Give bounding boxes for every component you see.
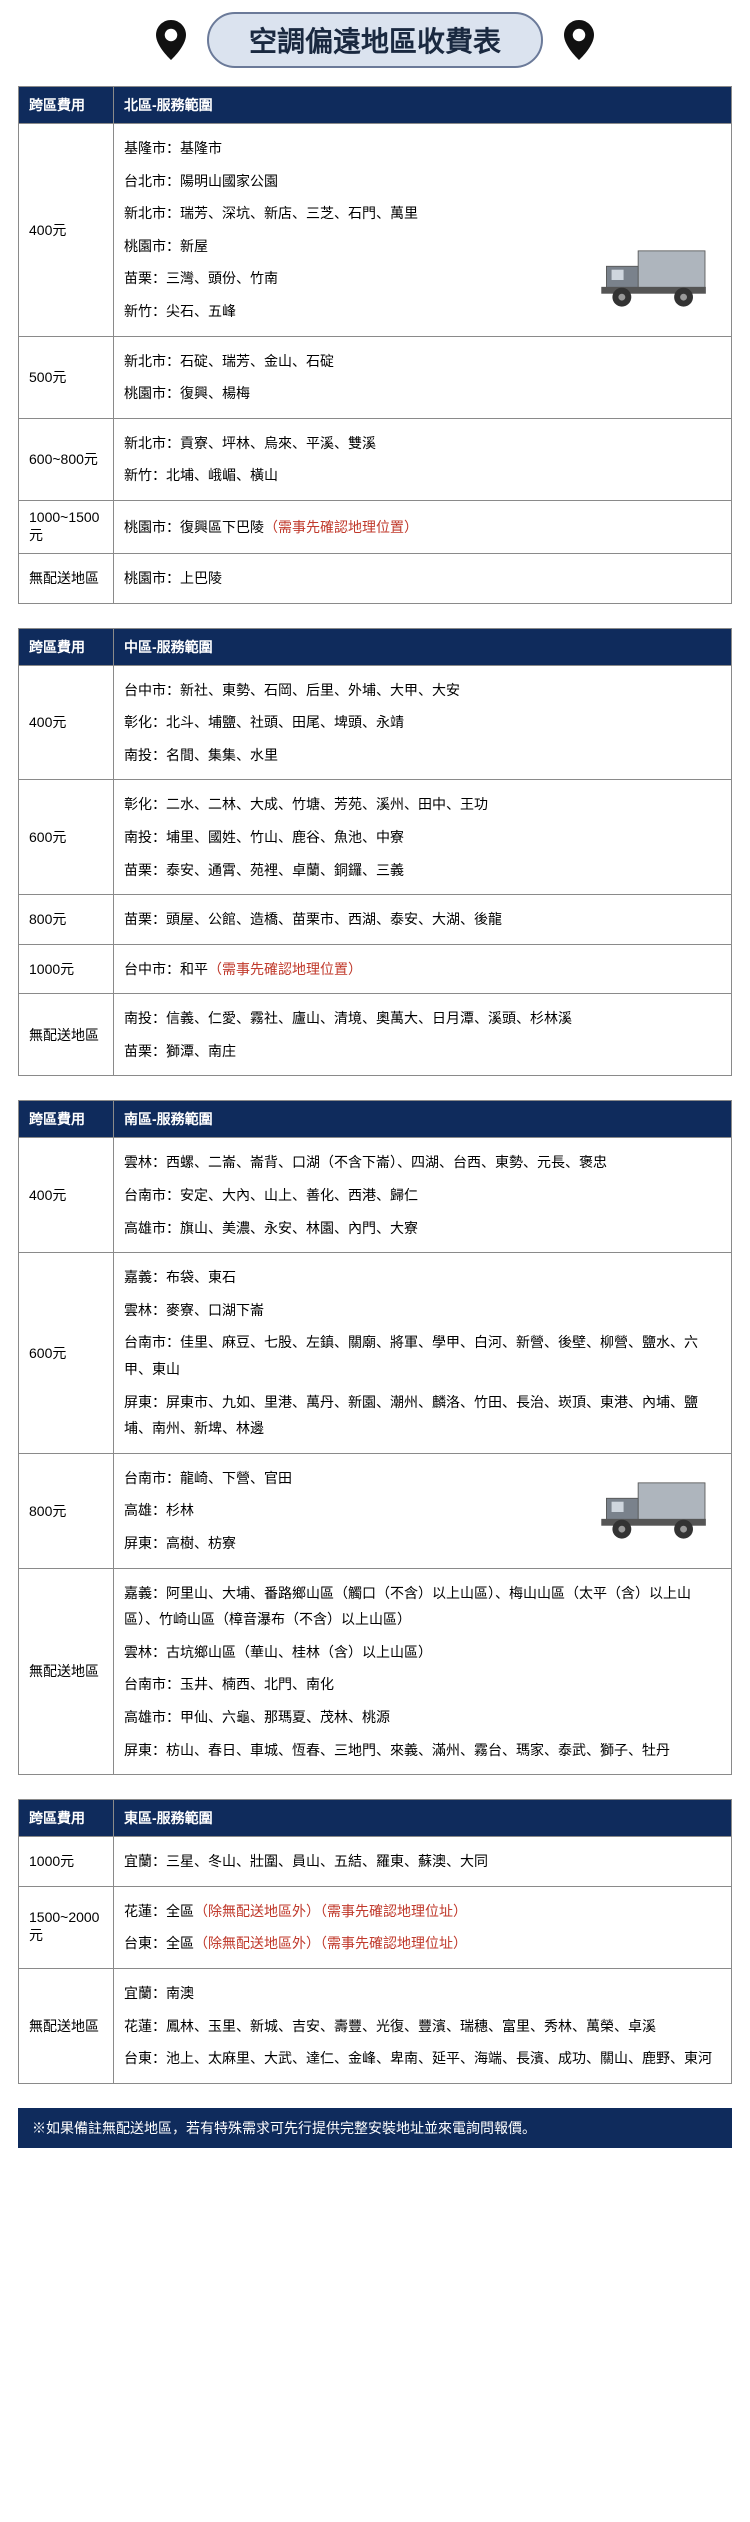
area-cell: 嘉義：阿里山、大埔、番路鄉山區（觸口（不含）以上山區）、梅山山區（太平（含）以上… — [114, 1568, 732, 1775]
area-cell: 雲林：西螺、二崙、崙背、口湖（不含下崙）、四湖、台西、東勢、元長、褒忠台南市：安… — [114, 1138, 732, 1253]
area-cell: 基隆市：基隆市台北市：陽明山國家公園新北市：瑞芳、深坑、新店、三芝、石門、萬里桃… — [114, 124, 732, 337]
area-line: 台南市：安定、大內、山上、善化、西港、歸仁 — [124, 1179, 721, 1212]
fee-cell: 無配送地區 — [19, 1568, 114, 1775]
fee-cell: 1000~1500元 — [19, 500, 114, 553]
region-table: 跨區費用東區-服務範圍1000元宜蘭：三星、冬山、壯圍、員山、五結、羅東、蘇澳、… — [18, 1799, 732, 2084]
fee-cell: 600~800元 — [19, 418, 114, 500]
area-cell: 桃園市：復興區下巴陵（需事先確認地理位置） — [114, 500, 732, 553]
area-line: 屏東：枋山、春日、車城、恆春、三地門、來義、滿州、霧台、瑪家、泰武、獅子、牡丹 — [124, 1734, 721, 1767]
area-line: 台中市：新社、東勢、石岡、后里、外埔、大甲、大安 — [124, 674, 721, 707]
area-header: 中區-服務範圍 — [114, 628, 732, 665]
fee-header: 跨區費用 — [19, 628, 114, 665]
area-line: 南投：信義、仁愛、霧社、廬山、清境、奧萬大、日月潭、溪頭、杉林溪 — [124, 1002, 721, 1035]
page-header: 空調偏遠地區收費表 — [0, 0, 750, 86]
area-cell: 嘉義：布袋、東石雲林：麥寮、口湖下崙台南市：佳里、麻豆、七股、左鎮、關廟、將軍、… — [114, 1253, 732, 1454]
area-line: 新北市：瑞芳、深坑、新店、三芝、石門、萬里 — [124, 197, 721, 230]
area-line: 屏東：屏東市、九如、里港、萬丹、新園、潮州、麟洛、竹田、長治、崁頂、東港、內埔、… — [124, 1386, 721, 1445]
truck-icon — [591, 244, 711, 321]
page-title: 空調偏遠地區收費表 — [207, 12, 543, 68]
area-line: 新竹：北埔、峨嵋、橫山 — [124, 459, 721, 492]
area-line: 雲林：麥寮、口湖下崙 — [124, 1294, 721, 1327]
area-cell: 台中市：新社、東勢、石岡、后里、外埔、大甲、大安彰化：北斗、埔鹽、社頭、田尾、埤… — [114, 665, 732, 780]
area-line: 嘉義：布袋、東石 — [124, 1261, 721, 1294]
area-line: 苗栗：泰安、通霄、苑裡、卓蘭、銅鑼、三義 — [124, 854, 721, 887]
area-line: 基隆市：基隆市 — [124, 132, 721, 165]
fee-header: 跨區費用 — [19, 1800, 114, 1837]
area-line: 桃園市：復興、楊梅 — [124, 377, 721, 410]
area-line: 宜蘭：三星、冬山、壯圍、員山、五結、羅東、蘇澳、大同 — [124, 1845, 721, 1878]
fee-cell: 400元 — [19, 665, 114, 780]
area-line: 雲林：西螺、二崙、崙背、口湖（不含下崙）、四湖、台西、東勢、元長、褒忠 — [124, 1146, 721, 1179]
fee-cell: 800元 — [19, 895, 114, 945]
area-line: 嘉義：阿里山、大埔、番路鄉山區（觸口（不含）以上山區）、梅山山區（太平（含）以上… — [124, 1577, 721, 1636]
note-text: （除無配送地區外）（需事先確認地理位址） — [194, 1935, 467, 1951]
area-header: 東區-服務範圍 — [114, 1800, 732, 1837]
area-line: 台北市：陽明山國家公園 — [124, 165, 721, 198]
area-line: 彰化：二水、二林、大成、竹塘、芳苑、溪州、田中、王功 — [124, 788, 721, 821]
area-cell: 苗栗：頭屋、公館、造橋、苗栗市、西湖、泰安、大湖、後龍 — [114, 895, 732, 945]
region-table: 跨區費用北區-服務範圍400元基隆市：基隆市台北市：陽明山國家公園新北市：瑞芳、… — [18, 86, 732, 604]
fee-cell: 無配送地區 — [19, 1968, 114, 2083]
region-table: 跨區費用中區-服務範圍400元台中市：新社、東勢、石岡、后里、外埔、大甲、大安彰… — [18, 628, 732, 1077]
area-line: 花蓮：鳳林、玉里、新城、吉安、壽豐、光復、豐濱、瑞穗、富里、秀林、萬榮、卓溪 — [124, 2010, 721, 2043]
location-pin-icon — [155, 20, 187, 60]
area-line: 南投：埔里、國姓、竹山、鹿谷、魚池、中寮 — [124, 821, 721, 854]
area-line: 台東：池上、太麻里、大武、達仁、金峰、卑南、延平、海端、長濱、成功、關山、鹿野、… — [124, 2042, 721, 2075]
truck-icon — [591, 1476, 711, 1553]
fee-cell: 600元 — [19, 1253, 114, 1454]
area-header: 北區-服務範圍 — [114, 87, 732, 124]
area-line: 高雄市：旗山、美濃、永安、林園、內門、大寮 — [124, 1212, 721, 1245]
fee-cell: 無配送地區 — [19, 994, 114, 1076]
note-text: （除無配送地區外）（需事先確認地理位址） — [194, 1903, 467, 1919]
area-line: 新北市：貢寮、坪林、烏來、平溪、雙溪 — [124, 427, 721, 460]
area-line: 台南市：佳里、麻豆、七股、左鎮、關廟、將軍、學甲、白河、新營、後壁、柳營、鹽水、… — [124, 1326, 721, 1385]
area-line: 台中市：和平（需事先確認地理位置） — [124, 953, 721, 986]
area-cell: 宜蘭：南澳花蓮：鳳林、玉里、新城、吉安、壽豐、光復、豐濱、瑞穗、富里、秀林、萬榮… — [114, 1968, 732, 2083]
area-line: 宜蘭：南澳 — [124, 1977, 721, 2010]
note-text: （需事先確認地理位置） — [208, 961, 362, 977]
footnote: ※如果備註無配送地區，若有特殊需求可先行提供完整安裝地址並來電詢問報價。 — [18, 2108, 732, 2148]
fee-cell: 400元 — [19, 1138, 114, 1253]
area-line: 花蓮：全區（除無配送地區外）（需事先確認地理位址） — [124, 1895, 721, 1928]
fee-cell: 1500~2000元 — [19, 1886, 114, 1968]
fee-cell: 600元 — [19, 780, 114, 895]
area-line: 高雄市：甲仙、六龜、那瑪夏、茂林、桃源 — [124, 1701, 721, 1734]
area-line: 雲林：古坑鄉山區（華山、桂林（含）以上山區） — [124, 1636, 721, 1669]
fee-cell: 500元 — [19, 336, 114, 418]
area-line: 桃園市：復興區下巴陵（需事先確認地理位置） — [124, 511, 721, 544]
fee-cell: 800元 — [19, 1453, 114, 1568]
area-cell: 南投：信義、仁愛、霧社、廬山、清境、奧萬大、日月潭、溪頭、杉林溪苗栗：獅潭、南庄 — [114, 994, 732, 1076]
area-line: 苗栗：獅潭、南庄 — [124, 1035, 721, 1068]
fee-cell: 1000元 — [19, 944, 114, 994]
regions-container: 跨區費用北區-服務範圍400元基隆市：基隆市台北市：陽明山國家公園新北市：瑞芳、… — [0, 86, 750, 2084]
area-cell: 台南市：龍崎、下營、官田高雄：杉林屏東：高樹、枋寮 — [114, 1453, 732, 1568]
fee-header: 跨區費用 — [19, 1101, 114, 1138]
region-table: 跨區費用南區-服務範圍400元雲林：西螺、二崙、崙背、口湖（不含下崙）、四湖、台… — [18, 1100, 732, 1775]
location-pin-icon — [563, 20, 595, 60]
area-line: 台東：全區（除無配送地區外）（需事先確認地理位址） — [124, 1927, 721, 1960]
fee-cell: 1000元 — [19, 1837, 114, 1887]
area-line: 新北市：石碇、瑞芳、金山、石碇 — [124, 345, 721, 378]
note-text: （需事先確認地理位置） — [264, 519, 418, 535]
fee-cell: 無配送地區 — [19, 553, 114, 603]
area-cell: 桃園市：上巴陵 — [114, 553, 732, 603]
area-line: 桃園市：上巴陵 — [124, 562, 721, 595]
area-cell: 新北市：貢寮、坪林、烏來、平溪、雙溪新竹：北埔、峨嵋、橫山 — [114, 418, 732, 500]
area-cell: 台中市：和平（需事先確認地理位置） — [114, 944, 732, 994]
area-cell: 花蓮：全區（除無配送地區外）（需事先確認地理位址）台東：全區（除無配送地區外）（… — [114, 1886, 732, 1968]
area-cell: 宜蘭：三星、冬山、壯圍、員山、五結、羅東、蘇澳、大同 — [114, 1837, 732, 1887]
area-header: 南區-服務範圍 — [114, 1101, 732, 1138]
area-line: 苗栗：頭屋、公館、造橋、苗栗市、西湖、泰安、大湖、後龍 — [124, 903, 721, 936]
area-cell: 新北市：石碇、瑞芳、金山、石碇桃園市：復興、楊梅 — [114, 336, 732, 418]
area-cell: 彰化：二水、二林、大成、竹塘、芳苑、溪州、田中、王功南投：埔里、國姓、竹山、鹿谷… — [114, 780, 732, 895]
fee-header: 跨區費用 — [19, 87, 114, 124]
area-line: 南投：名間、集集、水里 — [124, 739, 721, 772]
area-line: 彰化：北斗、埔鹽、社頭、田尾、埤頭、永靖 — [124, 706, 721, 739]
area-line: 台南市：玉井、楠西、北門、南化 — [124, 1668, 721, 1701]
fee-cell: 400元 — [19, 124, 114, 337]
